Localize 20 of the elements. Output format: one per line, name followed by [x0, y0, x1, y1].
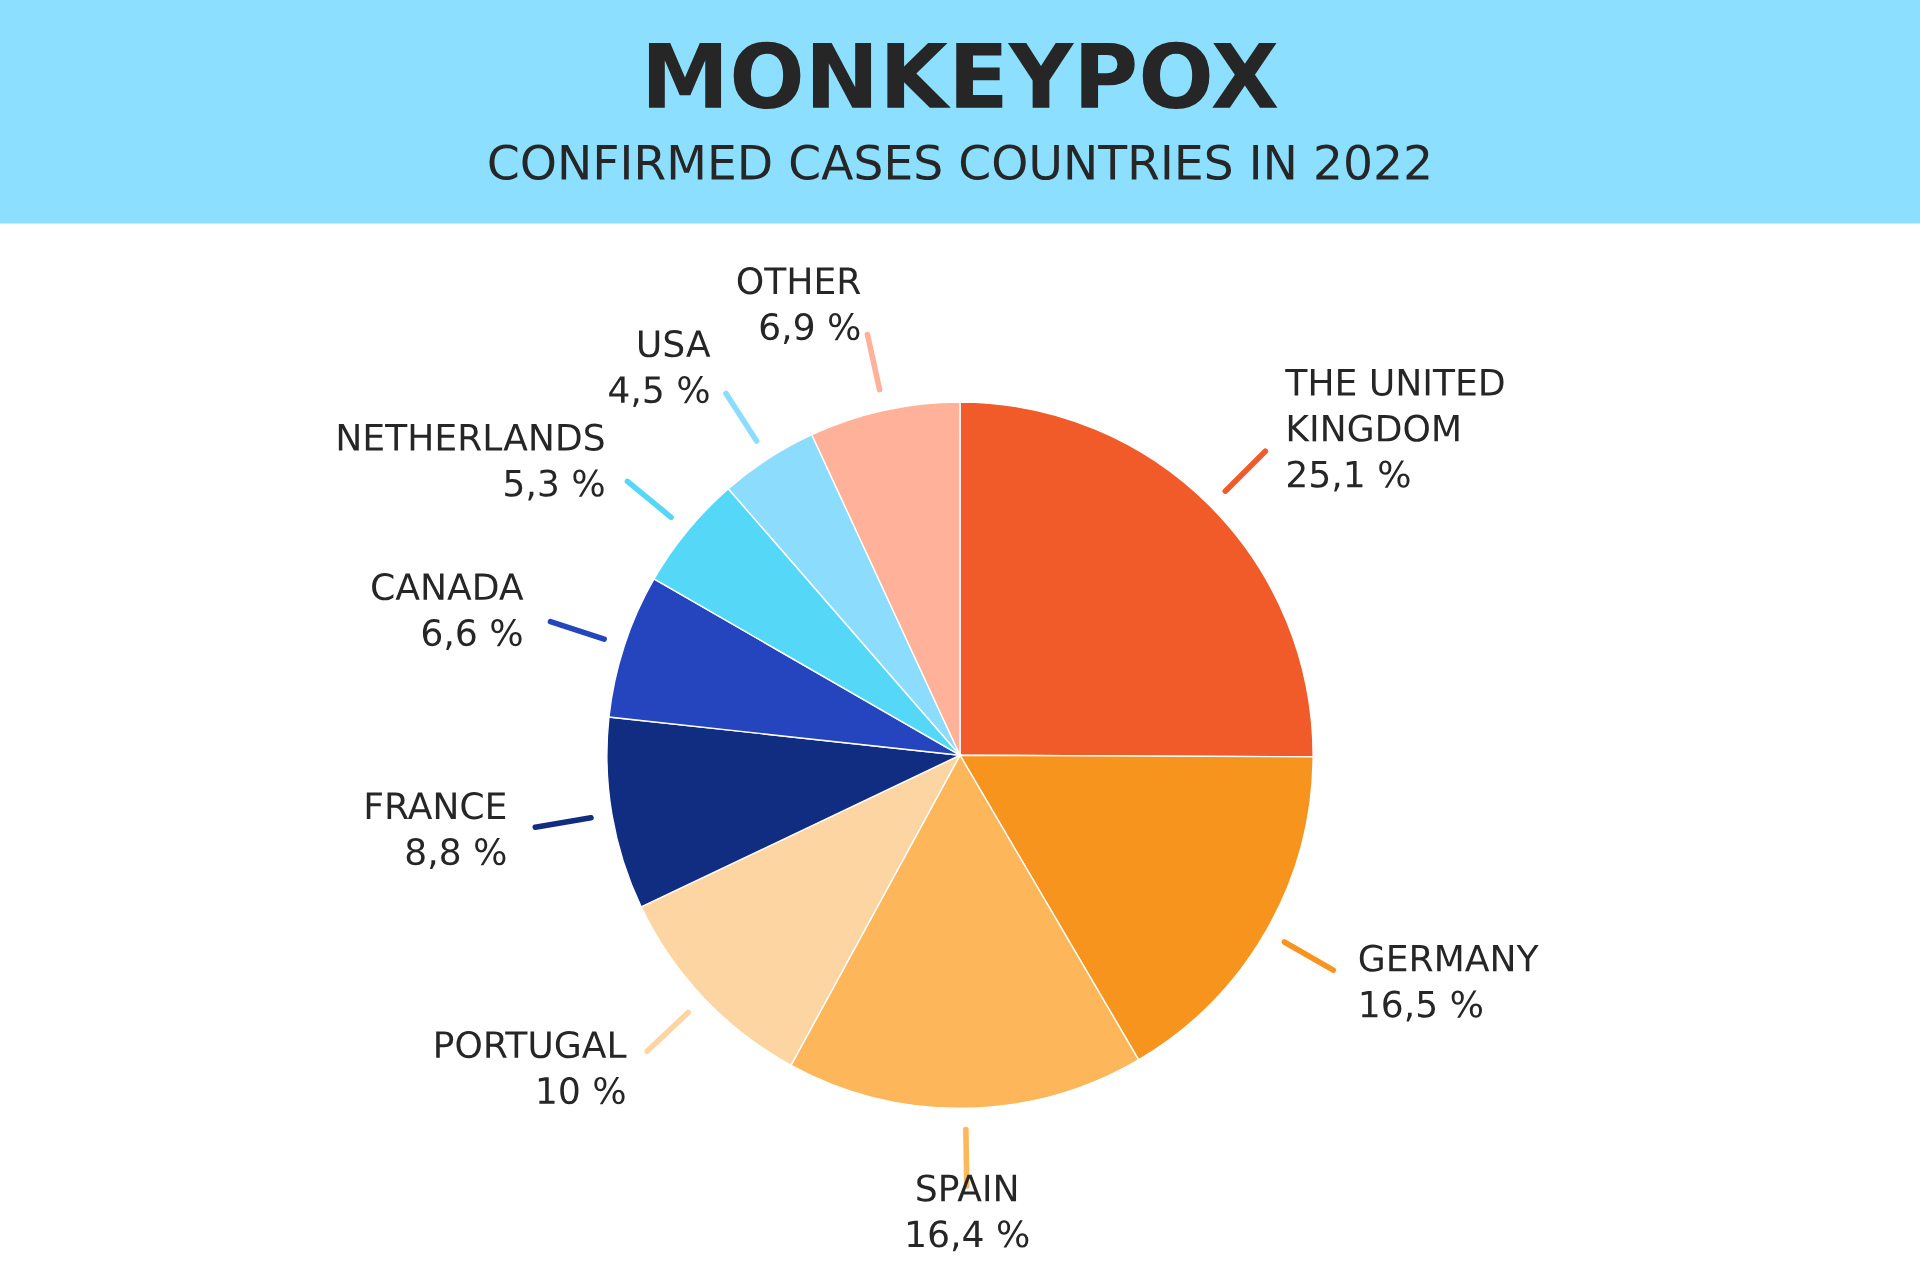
- slice-label: CANADA: [372, 573, 524, 601]
- slice-label: NETHERLANDS: [338, 423, 604, 451]
- data-label: 25,1 %: [1288, 460, 1410, 492]
- data-label: 10 %: [538, 1076, 625, 1105]
- slice-label: USA: [639, 330, 711, 358]
- data-label: 4,5 %: [609, 375, 709, 407]
- chart-subtitle: CONFIRMED CASES COUNTRIES IN 2022: [489, 144, 1429, 181]
- slice-label: SPAIN: [917, 1174, 1017, 1202]
- data-label: 6,6 %: [422, 618, 522, 650]
- chart-title: MONKEYPOX: [648, 41, 1278, 109]
- slice-label: THE UNITED KINGDOM: [1285, 369, 1504, 442]
- slice-label: GERMANY: [1359, 944, 1539, 972]
- slice-label: OTHER: [737, 267, 861, 295]
- data-label: 8,8 %: [406, 838, 506, 870]
- slice-label: FRANCE: [366, 792, 506, 820]
- data-label: 6,9 %: [760, 313, 860, 345]
- data-label: 5,3 %: [505, 469, 604, 501]
- data-label: 16,4 %: [908, 1220, 1029, 1252]
- slice-label: PORTUGAL: [436, 1030, 627, 1059]
- data-label: 16,5 %: [1361, 990, 1482, 1022]
